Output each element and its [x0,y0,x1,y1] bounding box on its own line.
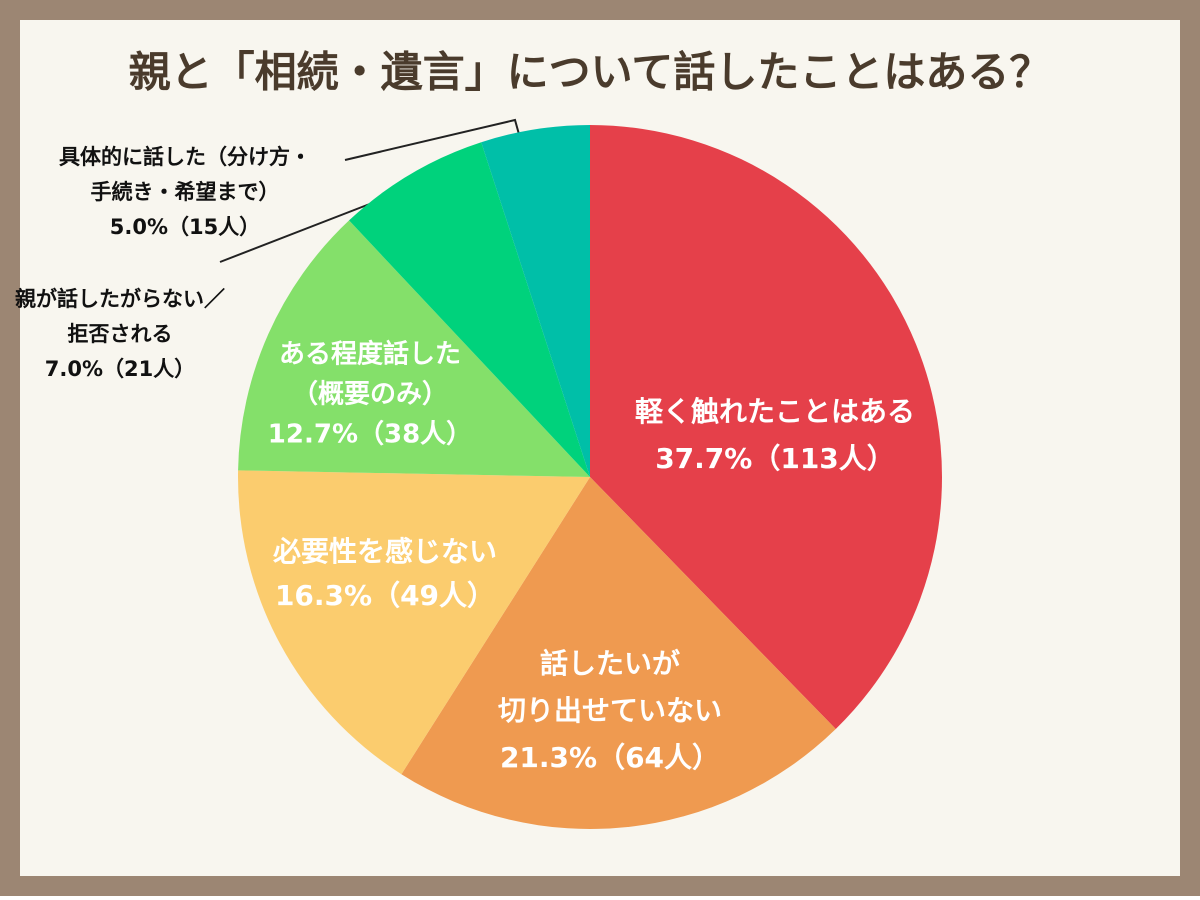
pie-slice [481,125,590,477]
slice-label: 具体的に話した（分け方・ [59,145,311,169]
slice-label: 軽く触れたことはある [635,395,915,428]
value-label: 5.0%（15人） [110,215,260,239]
slice-label: 話したいが [540,647,680,680]
pie-slice [590,125,943,730]
slice-label: 必要性を感じない [273,535,497,568]
slice-label: 拒否される [68,322,173,346]
value-label: 12.7%（38人） [268,420,472,450]
value-label: 21.3%（64人） [500,741,720,774]
pie-slice [238,220,590,477]
pie-slice [349,142,590,478]
pie-slice [238,470,590,775]
chart-title: 親と「相続・遺言」について話したことはある？ [129,48,1052,97]
value-label: 16.3%（49人） [275,579,495,612]
slice-label: 切り出せていない [498,694,722,727]
slice-label: 親が話したがらない／ [15,287,225,311]
value-label: 7.0%（21人） [45,357,195,381]
slice-label: （概要のみ） [292,380,448,410]
slice-label: 手続き・希望まで） [91,180,280,204]
slice-label: ある程度話した [279,339,461,370]
pie-slice [401,477,836,829]
value-label: 37.7%（113人） [655,442,895,475]
